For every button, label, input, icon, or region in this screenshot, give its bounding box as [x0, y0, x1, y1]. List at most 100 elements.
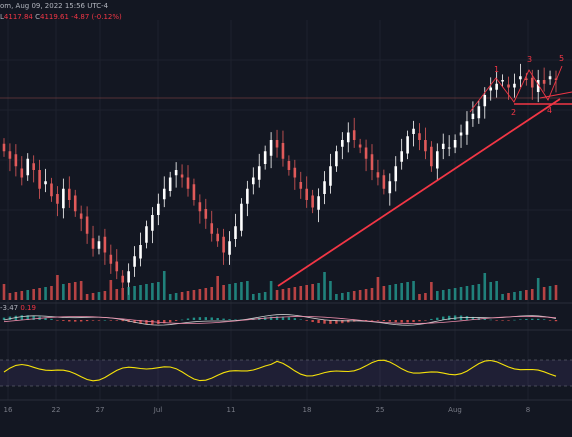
- volume-bar: [400, 283, 403, 300]
- volume-bar: [174, 293, 178, 300]
- volume-bar: [305, 285, 309, 300]
- candle-body: [97, 241, 101, 249]
- candle-body: [299, 182, 303, 189]
- macd-histogram-bar: [311, 320, 314, 323]
- candle-body: [477, 106, 481, 119]
- volume-bar: [38, 288, 41, 300]
- macd-histogram-bar: [74, 320, 77, 322]
- macd-histogram-bar: [204, 317, 208, 320]
- volume-bar: [275, 290, 279, 300]
- macd-histogram-bar: [299, 319, 302, 321]
- volume-bar: [495, 281, 498, 300]
- volume-bar: [186, 291, 190, 300]
- volume-bar: [192, 290, 196, 300]
- x-tick-label: Aug: [448, 406, 462, 414]
- candle-body: [287, 161, 291, 170]
- candle-body: [109, 254, 113, 264]
- volume-bar: [157, 282, 160, 300]
- macd-histogram-bar: [97, 320, 101, 321]
- x-tick-label: 16: [4, 406, 13, 414]
- macd-histogram-bar: [394, 320, 397, 323]
- ohlc-low-prefix: L: [0, 13, 4, 21]
- candle-body: [162, 188, 166, 200]
- candle-body: [525, 78, 528, 80]
- volume-bar: [364, 289, 368, 300]
- macd-histogram-bar: [174, 320, 178, 321]
- volume-bar: [548, 286, 552, 300]
- volume-bar: [240, 282, 243, 300]
- volume-bar: [115, 289, 119, 300]
- candle-body: [329, 166, 332, 186]
- macd-histogram-bar: [501, 320, 504, 321]
- candle-body: [216, 233, 219, 242]
- volume-bar: [507, 293, 510, 300]
- volume-bar: [329, 281, 332, 300]
- macd-histogram-bar: [139, 320, 142, 324]
- volume-bar: [352, 291, 356, 300]
- candle-body: [38, 170, 41, 189]
- candle-body: [281, 143, 285, 159]
- candle-body: [168, 177, 172, 191]
- volume-bar: [56, 275, 59, 300]
- macd-histogram-bar: [471, 316, 475, 320]
- macd-label: -3.47: [0, 304, 19, 312]
- candle-body: [519, 76, 522, 80]
- volume-bar: [394, 284, 398, 300]
- macd-histogram-bar: [542, 319, 546, 320]
- macd-histogram-bar: [329, 320, 332, 324]
- macd-histogram-bar: [436, 317, 439, 320]
- candle-body: [364, 147, 368, 159]
- ohlc-low: 4117.84: [3, 13, 33, 21]
- macd-histogram-bar: [536, 318, 540, 320]
- candle-body: [2, 143, 6, 152]
- macd-histogram-bar: [163, 320, 166, 324]
- volume-bar: [145, 284, 148, 300]
- volume-bar: [251, 294, 255, 300]
- volume-bar: [281, 289, 285, 300]
- candle-body: [536, 80, 540, 92]
- candle-body: [459, 132, 463, 136]
- candle-body: [85, 216, 89, 234]
- x-tick-label: 25: [376, 406, 385, 414]
- candle-body: [305, 188, 309, 200]
- candle-body: [483, 95, 487, 107]
- volume-bar: [471, 285, 475, 300]
- macd-histogram-bar: [554, 320, 558, 322]
- candle-body: [174, 170, 178, 176]
- candle-body: [424, 140, 427, 152]
- candle-body: [204, 209, 208, 219]
- macd-histogram-bar: [305, 320, 308, 321]
- macd-histogram-bar: [370, 320, 374, 321]
- candle-body: [293, 167, 297, 178]
- volume-bar: [109, 280, 113, 300]
- candle-body: [548, 76, 552, 80]
- x-tick-label: 11: [227, 406, 236, 414]
- macd-histogram-bar: [483, 318, 486, 320]
- volume-bar: [287, 288, 291, 300]
- macd-histogram-bar: [85, 320, 89, 322]
- macd-signal-line: [3, 316, 557, 324]
- volume-bar: [418, 294, 421, 300]
- macd-histogram-bar: [275, 316, 279, 320]
- candle-body: [471, 113, 475, 119]
- candle-body: [430, 146, 433, 167]
- macd-histogram-bar: [228, 319, 231, 320]
- candle-body: [8, 151, 12, 159]
- macd-histogram-bar: [447, 315, 451, 320]
- macd-histogram-bar: [364, 320, 368, 321]
- wave-label: 2: [511, 108, 516, 117]
- candle-body: [180, 174, 184, 178]
- volume-bar: [530, 289, 534, 300]
- macd-legend: -3.47 0.19: [0, 304, 36, 312]
- candle-body: [542, 80, 546, 84]
- volume-bar: [228, 284, 231, 300]
- candle-body: [240, 203, 243, 231]
- macd-histogram-bar: [495, 320, 498, 321]
- volume-bar: [299, 286, 303, 300]
- candle-body: [352, 130, 356, 140]
- candle-body: [73, 195, 77, 212]
- macd-histogram-bar: [198, 317, 202, 320]
- macd-histogram-bar: [442, 316, 445, 320]
